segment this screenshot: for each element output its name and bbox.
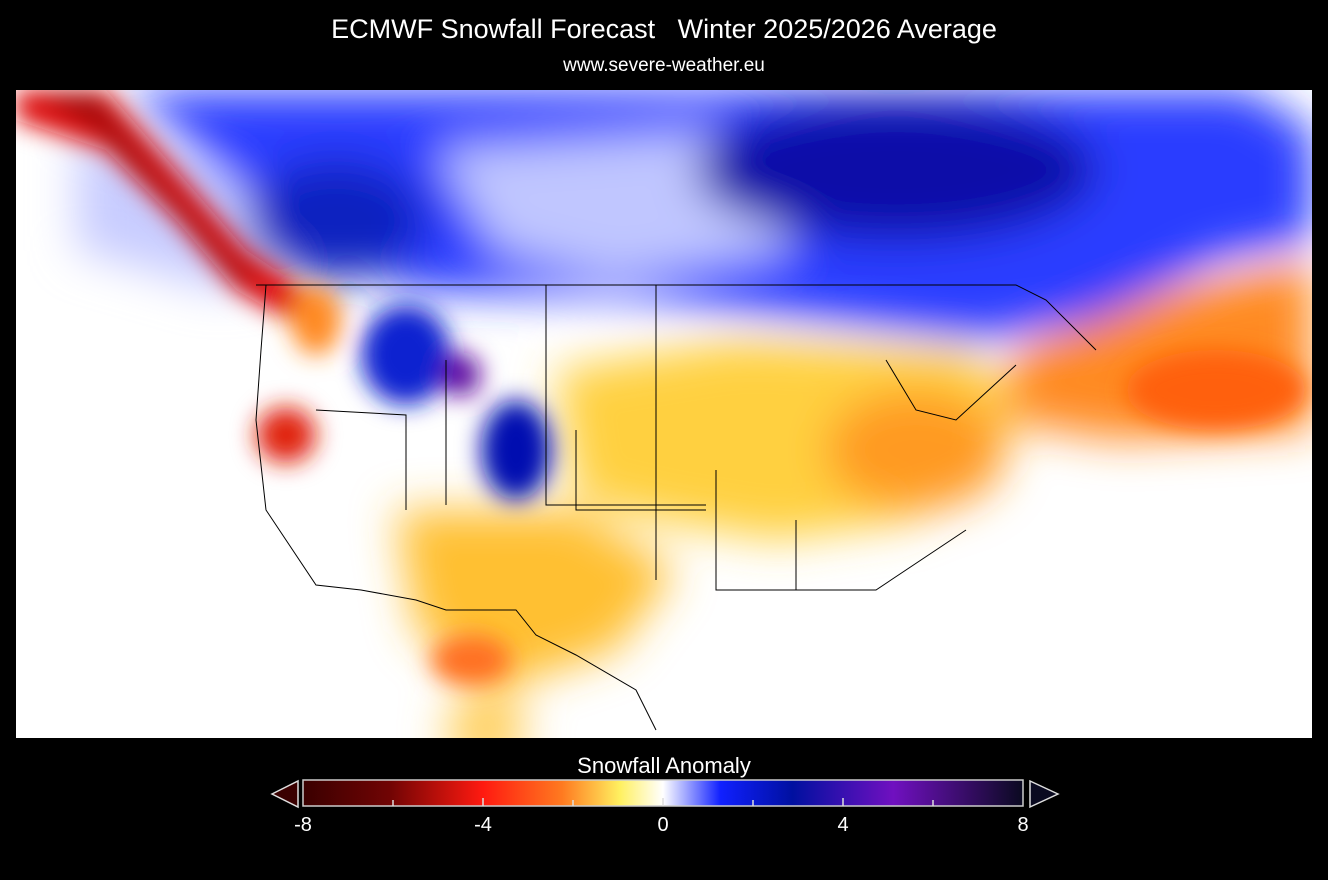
legend-title: Snowfall Anomaly [577, 753, 751, 778]
chart-title: ECMWF Snowfall Forecast Winter 2025/2026… [331, 14, 997, 44]
colorbar [270, 779, 1060, 809]
anomaly-field [16, 90, 1312, 738]
tick-label: -4 [474, 814, 492, 836]
tick-label: 8 [1017, 814, 1029, 836]
source-url: www.severe-weather.eu [563, 55, 765, 76]
colorbar-max-arrow [1029, 779, 1060, 809]
snowfall-anomaly-map [16, 90, 1312, 738]
tick-label: 4 [837, 814, 849, 836]
rockies-positive-anomaly [361, 305, 451, 405]
tick-label: -8 [294, 814, 312, 836]
colorbar-min-arrow [270, 779, 299, 809]
tick-label: 0 [657, 814, 669, 836]
boundaries [255, 284, 1097, 731]
